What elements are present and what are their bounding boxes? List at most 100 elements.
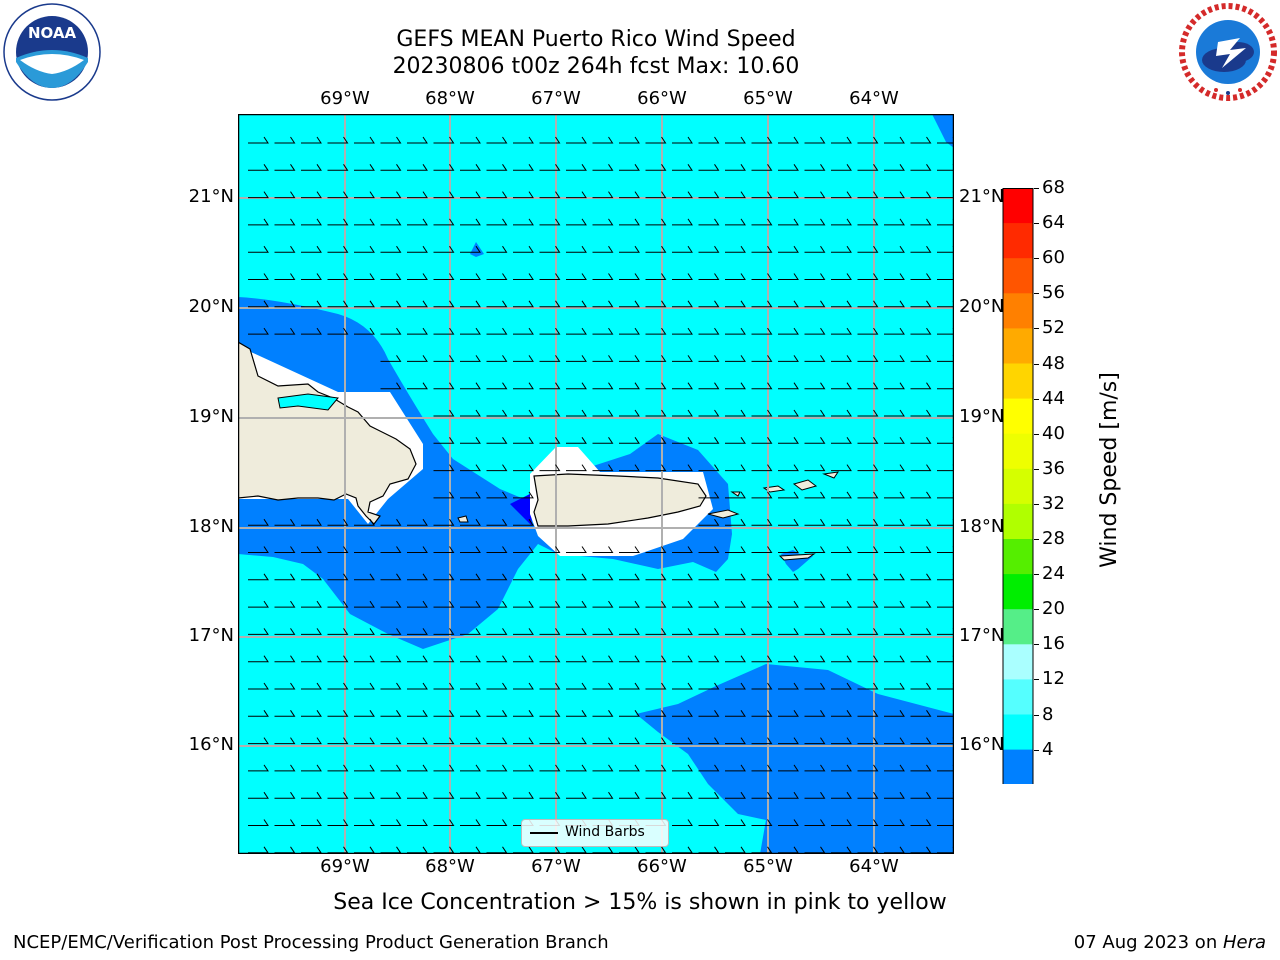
wind-barb — [672, 710, 693, 717]
wind-barb — [751, 518, 773, 526]
lat-label-right-21n: 21°N — [959, 186, 1005, 207]
wind-barb — [380, 218, 402, 226]
wind-barb — [460, 518, 481, 526]
wind-barb — [698, 245, 720, 253]
wind-barb — [539, 628, 561, 635]
colorbar-segment — [1003, 188, 1033, 224]
wind-barb — [857, 491, 879, 499]
wind-barb — [804, 355, 826, 362]
wind-barb — [725, 764, 746, 772]
wind-barb — [910, 136, 932, 144]
wind-barb — [698, 764, 720, 772]
wind-barb — [301, 791, 322, 799]
wind-barb — [248, 218, 269, 226]
wind-barb — [592, 464, 614, 472]
wind-barb — [831, 628, 852, 635]
footer-machine: Hera — [1222, 932, 1266, 953]
wind-barb — [698, 382, 720, 390]
lat-label-right-19n: 19°N — [959, 406, 1005, 427]
wind-barb — [513, 327, 534, 335]
wind-barb — [460, 737, 481, 745]
wind-barb — [513, 355, 534, 362]
wind-barb — [301, 518, 322, 526]
wind-barb — [804, 737, 826, 745]
colorbar-tick-label: 20 — [1042, 598, 1065, 620]
wind-barb — [274, 819, 296, 826]
wind-barb — [698, 791, 720, 799]
wind-barb — [274, 737, 296, 745]
wind-barb — [539, 600, 561, 608]
lon-label-bottom-65w: 65°W — [743, 856, 793, 877]
wind-barb — [910, 819, 932, 826]
wind-barb — [327, 764, 349, 772]
wind-barb — [804, 218, 826, 226]
wind-barb — [645, 628, 667, 635]
wind-barb — [486, 819, 508, 826]
wind-barb — [248, 737, 269, 745]
wind-barb — [725, 218, 746, 226]
wind-barb — [274, 573, 296, 581]
wind-barb — [354, 191, 375, 199]
wind-barb — [301, 682, 322, 690]
wind-barb — [407, 710, 428, 717]
wind-barb — [566, 273, 587, 280]
wind-barb — [804, 655, 826, 663]
wind-barb — [778, 655, 799, 663]
wind-barb — [513, 791, 534, 799]
wind-barb — [804, 409, 826, 417]
wind-barb — [857, 464, 879, 472]
nws-logo — [1178, 2, 1278, 102]
wind-barb — [460, 710, 481, 717]
wind-barb — [380, 764, 402, 772]
wind-barb — [433, 655, 455, 663]
wind-barb — [248, 764, 269, 772]
wind-barb — [910, 600, 932, 608]
wind-barb — [380, 136, 402, 144]
wind-barb — [460, 764, 481, 772]
wind-barb — [539, 437, 561, 444]
wind-barb — [884, 191, 905, 199]
wind-barb — [354, 164, 375, 171]
wind-barb — [645, 245, 667, 253]
wind-barb — [433, 628, 455, 635]
wind-barb — [566, 464, 587, 472]
wind-barb — [592, 300, 614, 308]
wind-barb — [460, 382, 481, 390]
wind-barb — [460, 409, 481, 417]
wind-barb — [433, 327, 455, 335]
wind-barb — [884, 628, 905, 635]
wind-barb — [698, 682, 720, 690]
wind-barb — [645, 382, 667, 390]
wind-barb — [884, 682, 905, 690]
chart-title-line2: 20230806 t00z 264h fcst Max: 10.60 — [392, 54, 800, 79]
wind-barb — [407, 655, 428, 663]
wind-barb — [698, 655, 720, 663]
wind-barb — [831, 164, 852, 171]
wind-barb — [831, 491, 852, 499]
wind-barb — [354, 710, 375, 717]
wind-barb — [725, 655, 746, 663]
wind-barb — [698, 327, 720, 335]
wind-barb — [460, 819, 481, 826]
wind-barb — [566, 300, 587, 308]
wind-barb — [354, 791, 375, 799]
colorbar-tick-label: 60 — [1042, 247, 1065, 269]
lat-label-left-17n: 17°N — [188, 625, 234, 646]
wind-barb — [831, 382, 852, 390]
wind-barb — [248, 546, 269, 553]
wind-barb — [857, 327, 879, 335]
colorbar-tick-mark — [1034, 223, 1039, 225]
wind-barb — [274, 136, 296, 144]
lat-label-right-16n: 16°N — [959, 734, 1005, 755]
wind-barb — [407, 382, 428, 390]
wind-barb — [672, 218, 693, 226]
wind-barb — [539, 355, 561, 362]
wind-barb — [725, 355, 746, 362]
wind-barb — [513, 518, 534, 526]
wind-barb — [354, 573, 375, 581]
wind-barb — [804, 245, 826, 253]
wind-barb — [486, 682, 508, 690]
lon-label-bottom-69w: 69°W — [320, 856, 370, 877]
wind-barb — [910, 655, 932, 663]
wind-barb — [910, 491, 932, 499]
